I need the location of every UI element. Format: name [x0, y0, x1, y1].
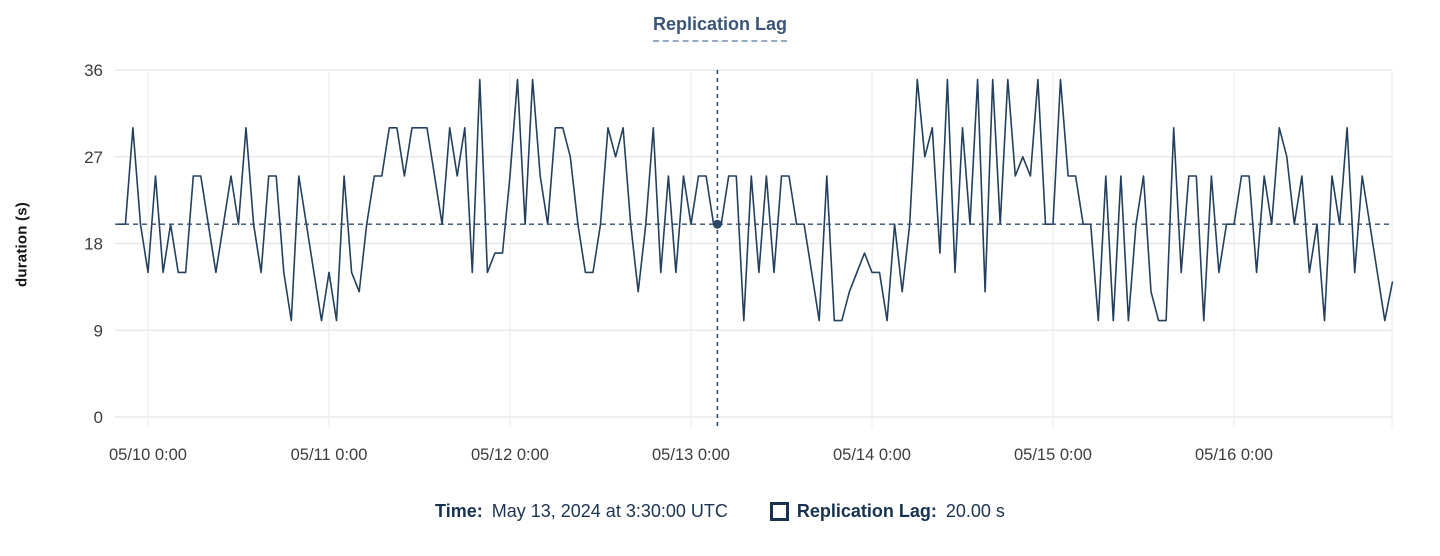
tooltip-series-label: Replication Lag:	[796, 501, 937, 521]
y-tick-label: 27	[84, 148, 103, 167]
series-swatch-icon[interactable]	[769, 502, 789, 521]
x-tick-label: 05/10 0:00	[109, 446, 187, 464]
y-tick-label: 18	[84, 235, 103, 254]
y-tick-label: 9	[94, 321, 103, 340]
x-tick-label: 05/15 0:00	[1014, 446, 1092, 464]
tooltip-series-value: 20.00 s	[945, 501, 1005, 521]
chart-header: Replication Lag	[0, 14, 1440, 42]
x-tick-label: 05/13 0:00	[652, 446, 730, 464]
hover-tooltip-legend: Time: May 13, 2024 at 3:30:00 UTC Replic…	[0, 501, 1440, 522]
tooltip-series-group: Replication Lag: 20.00 s	[769, 501, 1005, 522]
chart-title[interactable]: Replication Lag	[652, 14, 787, 42]
x-tick-label: 05/11 0:00	[291, 446, 368, 464]
x-tick-label: 05/12 0:00	[471, 446, 549, 464]
tooltip-time-group: Time: May 13, 2024 at 3:30:00 UTC	[435, 501, 728, 522]
lag-line-series[interactable]	[117, 78, 1394, 322]
replication-lag-chart[interactable]: 0 9 18 27 36 05/10 0:00 05/11 0:00 05/12 0:00 05…	[0, 0, 1440, 475]
x-tick-label: 05/16 0:00	[1195, 446, 1273, 464]
tooltip-time-value: May 13, 2024 at 3:30:00 UTC	[491, 501, 728, 521]
hover-point-dot[interactable]	[712, 219, 722, 229]
x-tick-label: 05/14 0:00	[833, 446, 911, 464]
tooltip-time-label: Time:	[435, 501, 483, 521]
y-tick-label: 36	[84, 61, 103, 80]
y-tick-label: 0	[94, 408, 103, 427]
